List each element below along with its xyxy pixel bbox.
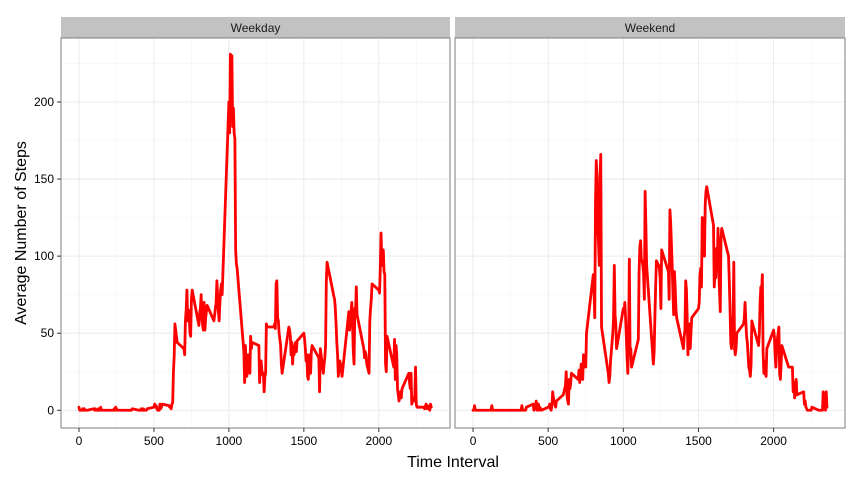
x-tick-label: 500 xyxy=(144,434,164,448)
facet-strip xyxy=(61,17,450,38)
x-tick-label: 2000 xyxy=(760,434,787,448)
x-tick-label: 1500 xyxy=(290,434,317,448)
x-tick-label: 0 xyxy=(470,434,477,448)
y-tick-label: 0 xyxy=(47,403,54,417)
series-line xyxy=(471,152,829,412)
facet-weekday: Weekday xyxy=(60,17,451,429)
y-axis: 0 50 100 150 200 xyxy=(34,95,61,417)
x-tick-label: 2000 xyxy=(365,434,392,448)
facet-strip-label: Weekday xyxy=(231,21,281,35)
y-tick-label: 150 xyxy=(34,172,54,186)
facet-strip-label: Weekend xyxy=(625,21,675,35)
x-axis-title: Time Interval xyxy=(407,454,499,471)
panel-background xyxy=(61,38,450,428)
panel-border xyxy=(454,37,846,429)
x-tick-label: 1000 xyxy=(610,434,637,448)
x-tick-label: 1000 xyxy=(216,434,243,448)
y-tick-label: 50 xyxy=(41,326,55,340)
facet-strip xyxy=(455,17,845,38)
facet-weekend: Weekend xyxy=(454,17,846,429)
x-tick-label: 1500 xyxy=(685,434,712,448)
series-line xyxy=(77,52,433,412)
panel-background xyxy=(455,38,845,428)
panel-border xyxy=(60,37,451,429)
x-axes: 0 500 1000 1500 2000 0 500 1000 1500 2000 xyxy=(76,428,787,448)
y-tick-label: 200 xyxy=(34,95,54,109)
x-tick-label: 0 xyxy=(76,434,83,448)
y-axis-title: Average Number of Steps xyxy=(13,141,30,325)
x-tick-label: 500 xyxy=(538,434,558,448)
y-tick-label: 100 xyxy=(34,249,54,263)
